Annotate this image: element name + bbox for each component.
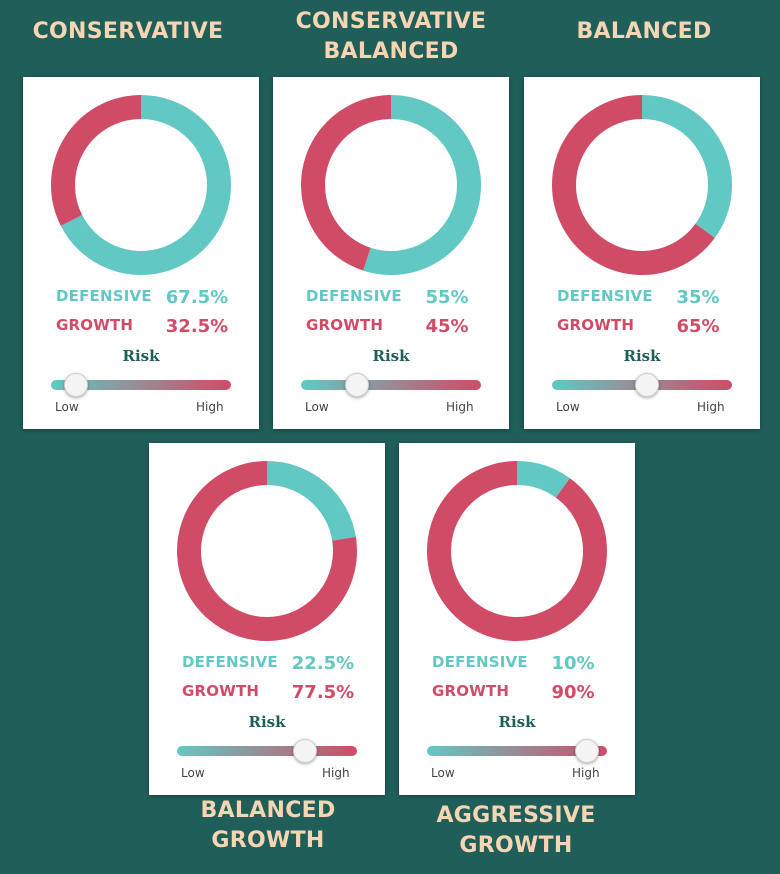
growth-label: GROWTH <box>557 316 635 334</box>
donut-slice-growth <box>552 95 715 275</box>
defensive-label: DEFENSIVE <box>432 653 528 671</box>
risk-slider-thumb <box>64 373 89 397</box>
title-balanced: BALANCED <box>576 19 712 44</box>
portfolio-card-balanced: DEFENSIVE 35% GROWTH 65% Risk Low High <box>524 77 760 429</box>
title-aggressive-growth: AGGRESSIVE GROWTH <box>436 803 596 858</box>
risk-slider-track <box>177 739 357 763</box>
title-conservative-balanced: CONSERVATIVE BALANCED <box>295 9 487 64</box>
risk-label: Risk <box>623 347 661 365</box>
defensive-value: 22.5% <box>291 653 355 674</box>
portfolio-card-conservative-balanced: DEFENSIVE 55% GROWTH 45% Risk Low High <box>273 77 509 429</box>
donut-chart <box>301 95 481 275</box>
defensive-label: DEFENSIVE <box>557 287 653 305</box>
growth-value: 32.5% <box>165 316 229 337</box>
growth-label: GROWTH <box>306 316 384 334</box>
donut-slice-growth <box>51 95 142 226</box>
growth-value: 77.5% <box>291 682 355 703</box>
growth-value: 65% <box>676 316 720 337</box>
donut-chart <box>427 461 607 641</box>
title-conservative: CONSERVATIVE <box>32 19 224 44</box>
risk-slider-thumb <box>292 739 317 763</box>
portfolio-card-aggressive-growth: DEFENSIVE 10% GROWTH 90% Risk Low High <box>399 443 635 795</box>
donut-chart <box>177 461 357 641</box>
risk-slider-track <box>301 373 481 397</box>
growth-label: GROWTH <box>182 682 260 700</box>
donut-slice-defensive <box>266 461 356 542</box>
defensive-value: 10% <box>551 653 595 674</box>
defensive-label: DEFENSIVE <box>182 653 278 671</box>
defensive-label: DEFENSIVE <box>56 287 152 305</box>
defensive-value: 55% <box>425 287 469 308</box>
donut-slice-defensive <box>641 95 732 238</box>
risk-label: Risk <box>372 347 410 365</box>
growth-value: 90% <box>551 682 595 703</box>
donut-slice-defensive <box>516 461 570 498</box>
donut-slice-growth <box>301 95 392 271</box>
growth-value: 45% <box>425 316 469 337</box>
growth-label: GROWTH <box>56 316 134 334</box>
donut-slice-defensive <box>60 95 231 275</box>
risk-high-label: High <box>196 400 224 414</box>
risk-low-label: Low <box>431 766 455 780</box>
defensive-value: 35% <box>676 287 720 308</box>
risk-slider-thumb <box>575 739 600 763</box>
defensive-label: DEFENSIVE <box>306 287 402 305</box>
risk-high-label: High <box>446 400 474 414</box>
risk-high-label: High <box>322 766 350 780</box>
donut-slice-growth <box>427 461 607 641</box>
risk-label: Risk <box>498 713 536 731</box>
donut-chart <box>552 95 732 275</box>
growth-label: GROWTH <box>432 682 510 700</box>
risk-label: Risk <box>248 713 286 731</box>
risk-slider-track <box>552 373 732 397</box>
donut-chart <box>51 95 231 275</box>
donut-slice-growth <box>177 461 357 641</box>
risk-high-label: High <box>697 400 725 414</box>
risk-slider-thumb <box>635 373 660 397</box>
portfolio-card-balanced-growth: DEFENSIVE 22.5% GROWTH 77.5% Risk Low Hi… <box>149 443 385 795</box>
title-balanced-growth: BALANCED GROWTH <box>200 798 336 853</box>
portfolio-card-conservative: DEFENSIVE 67.5% GROWTH 32.5% Risk Low Hi… <box>23 77 259 429</box>
risk-slider-track <box>427 739 607 763</box>
risk-slider-thumb <box>344 373 369 397</box>
risk-low-label: Low <box>181 766 205 780</box>
risk-low-label: Low <box>55 400 79 414</box>
risk-low-label: Low <box>305 400 329 414</box>
risk-high-label: High <box>572 766 600 780</box>
risk-slider-track <box>51 373 231 397</box>
defensive-value: 67.5% <box>165 287 229 308</box>
donut-slice-defensive <box>363 95 481 275</box>
risk-label: Risk <box>122 347 160 365</box>
risk-low-label: Low <box>556 400 580 414</box>
